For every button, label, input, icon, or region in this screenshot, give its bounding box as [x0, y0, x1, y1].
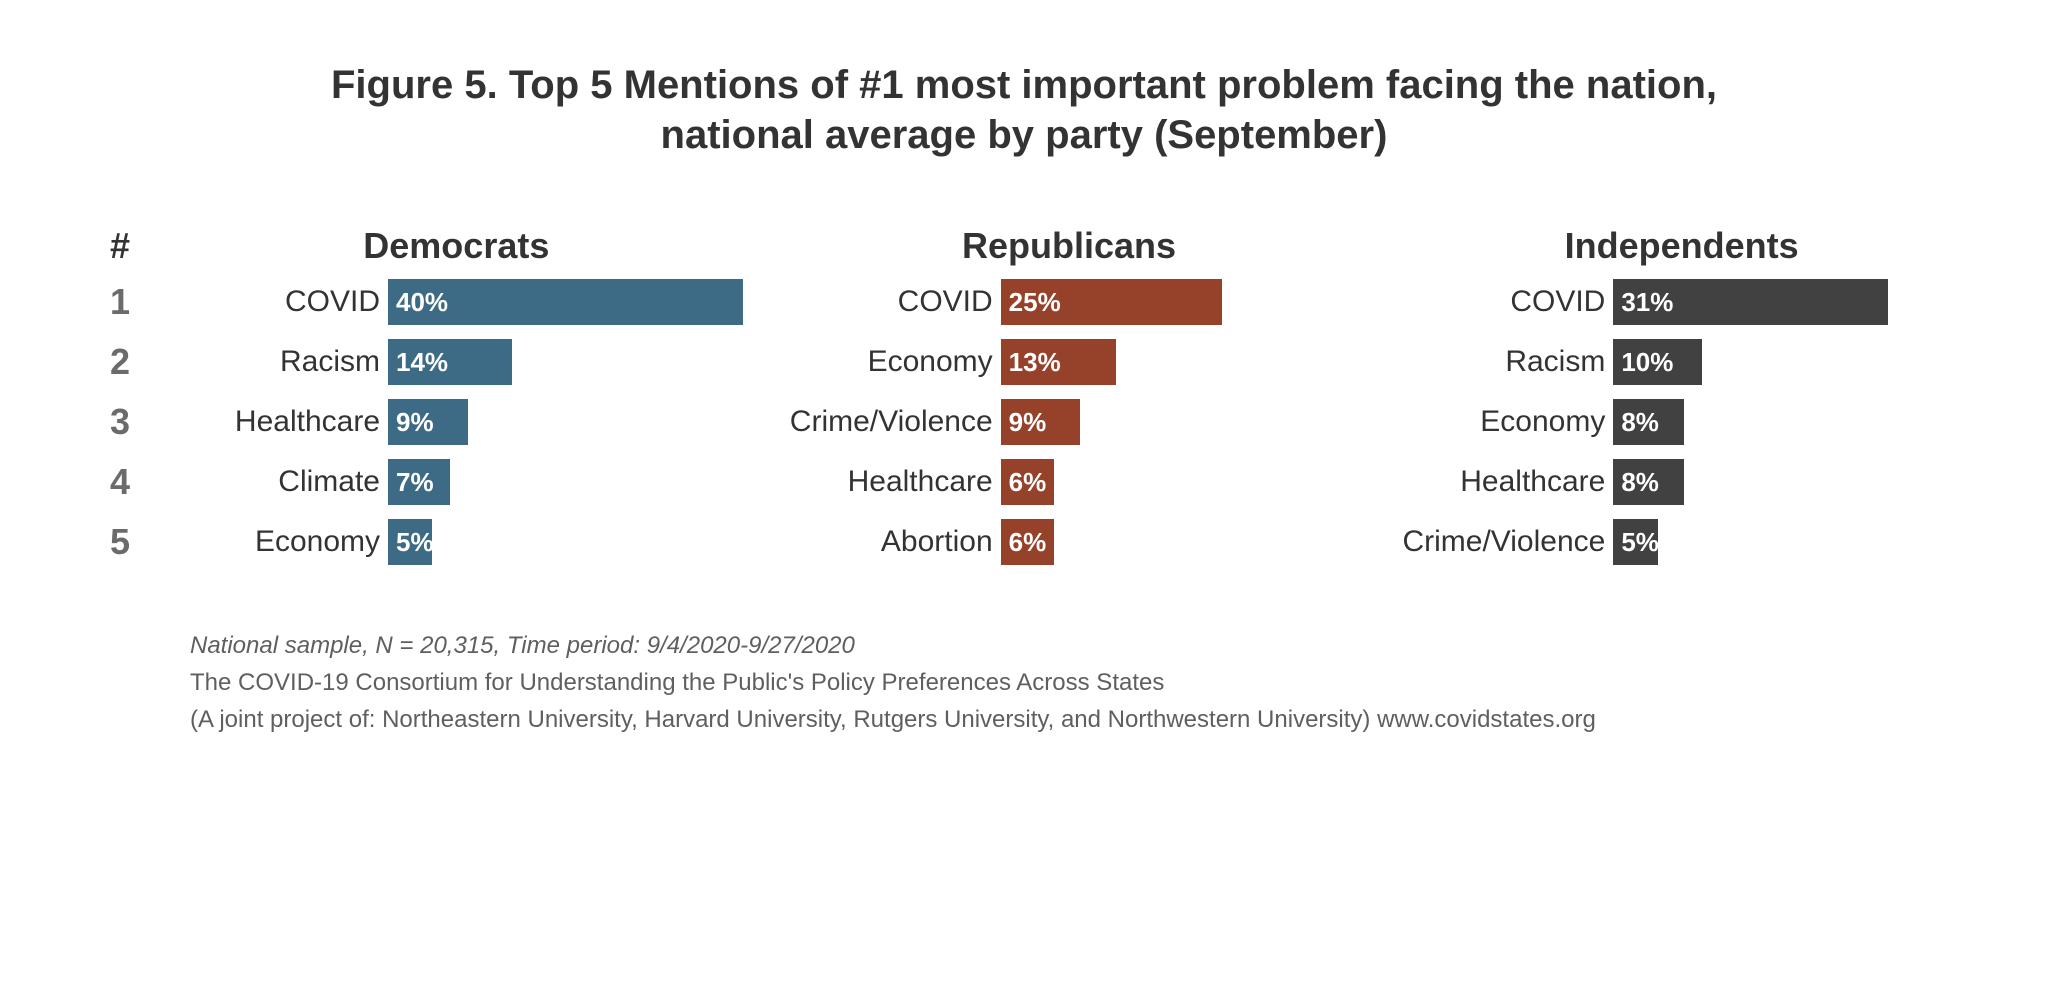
rank-1: 1: [110, 272, 170, 332]
bar-track: 9%: [388, 399, 743, 445]
bar-value-label: 14%: [388, 347, 448, 378]
row-label: Economy: [783, 345, 1001, 379]
panel-header: Independents: [1395, 220, 1968, 272]
bar-value-label: 31%: [1613, 287, 1673, 318]
row-label: Racism: [170, 345, 388, 379]
bar-value-label: 9%: [388, 407, 434, 438]
row-label: Economy: [170, 525, 388, 559]
footer-line-3: (A joint project of: Northeastern Univer…: [190, 701, 1968, 738]
bar-track: 10%: [1613, 339, 1968, 385]
chart-row: Crime/Violence5%: [1395, 512, 1968, 572]
bar-value-label: 6%: [1001, 467, 1047, 498]
bar-value-label: 40%: [388, 287, 448, 318]
row-label: COVID: [170, 285, 388, 319]
row-label: Crime/Violence: [783, 405, 1001, 439]
bar-value-label: 8%: [1613, 407, 1659, 438]
row-label: Abortion: [783, 525, 1001, 559]
bar: 9%: [1001, 399, 1081, 445]
chart-row: COVID40%: [170, 272, 743, 332]
bar: 14%: [388, 339, 512, 385]
bar-value-label: 8%: [1613, 467, 1659, 498]
chart-panel: RepublicansCOVID25%Economy13%Crime/Viole…: [783, 220, 1356, 572]
chart-row: Racism10%: [1395, 332, 1968, 392]
bar-track: 13%: [1001, 339, 1356, 385]
figure-container: Figure 5. Top 5 Mentions of #1 most impo…: [0, 0, 2048, 988]
chart-row: Abortion6%: [783, 512, 1356, 572]
row-label: Economy: [1395, 405, 1613, 439]
chart-title: Figure 5. Top 5 Mentions of #1 most impo…: [224, 60, 1824, 160]
chart-row: COVID31%: [1395, 272, 1968, 332]
rank-3: 3: [110, 392, 170, 452]
bar-value-label: 5%: [1613, 527, 1659, 558]
panel-header: Democrats: [170, 220, 743, 272]
bar: 8%: [1613, 459, 1684, 505]
chart-panels: DemocratsCOVID40%Racism14%Healthcare9%Cl…: [170, 220, 1968, 572]
row-label: Racism: [1395, 345, 1613, 379]
bar: 25%: [1001, 279, 1223, 325]
bar-track: 25%: [1001, 279, 1356, 325]
bar: 13%: [1001, 339, 1116, 385]
chart-row: Racism14%: [170, 332, 743, 392]
bar-track: 8%: [1613, 399, 1968, 445]
chart-row: Economy5%: [170, 512, 743, 572]
bar: 6%: [1001, 519, 1054, 565]
chart-row: Economy13%: [783, 332, 1356, 392]
bar-track: 31%: [1613, 279, 1968, 325]
bar-track: 9%: [1001, 399, 1356, 445]
rank-5: 5: [110, 512, 170, 572]
bar: 6%: [1001, 459, 1054, 505]
rank-2: 2: [110, 332, 170, 392]
chart-row: Healthcare6%: [783, 452, 1356, 512]
chart-row: Economy8%: [1395, 392, 1968, 452]
row-label: Healthcare: [783, 465, 1001, 499]
chart-panel: IndependentsCOVID31%Racism10%Economy8%He…: [1395, 220, 1968, 572]
chart-panel: DemocratsCOVID40%Racism14%Healthcare9%Cl…: [170, 220, 743, 572]
rank-column: # 1 2 3 4 5: [80, 220, 170, 572]
row-label: COVID: [783, 285, 1001, 319]
bar-track: 6%: [1001, 459, 1356, 505]
panel-header: Republicans: [783, 220, 1356, 272]
chart-area: # 1 2 3 4 5 DemocratsCOVID40%Racism14%He…: [80, 220, 1968, 572]
bar-track: 6%: [1001, 519, 1356, 565]
bar: 5%: [1613, 519, 1657, 565]
bar-value-label: 6%: [1001, 527, 1047, 558]
bar: 31%: [1613, 279, 1888, 325]
bar-track: 14%: [388, 339, 743, 385]
rank-4: 4: [110, 452, 170, 512]
bar-track: 5%: [1613, 519, 1968, 565]
bar: 9%: [388, 399, 468, 445]
row-label: Healthcare: [170, 405, 388, 439]
chart-title-line2: national average by party (September): [661, 113, 1388, 157]
row-label: Climate: [170, 465, 388, 499]
bar-value-label: 10%: [1613, 347, 1673, 378]
chart-row: Healthcare9%: [170, 392, 743, 452]
chart-row: COVID25%: [783, 272, 1356, 332]
chart-title-line1: Figure 5. Top 5 Mentions of #1 most impo…: [331, 63, 1717, 107]
bar-track: 5%: [388, 519, 743, 565]
bar: 10%: [1613, 339, 1702, 385]
chart-row: Climate7%: [170, 452, 743, 512]
chart-footer: National sample, N = 20,315, Time period…: [80, 627, 1968, 739]
bar-value-label: 25%: [1001, 287, 1061, 318]
chart-row: Healthcare8%: [1395, 452, 1968, 512]
bar-value-label: 13%: [1001, 347, 1061, 378]
bar-value-label: 9%: [1001, 407, 1047, 438]
footer-line-2: The COVID-19 Consortium for Understandin…: [190, 664, 1968, 701]
bar: 8%: [1613, 399, 1684, 445]
footer-sample-line: National sample, N = 20,315, Time period…: [190, 627, 1968, 664]
bar: 5%: [388, 519, 432, 565]
bar-track: 8%: [1613, 459, 1968, 505]
bar-track: 7%: [388, 459, 743, 505]
bar: 40%: [388, 279, 743, 325]
chart-row: Crime/Violence9%: [783, 392, 1356, 452]
bar: 7%: [388, 459, 450, 505]
bar-track: 40%: [388, 279, 743, 325]
bar-value-label: 7%: [388, 467, 434, 498]
rank-header: #: [110, 220, 170, 272]
row-label: Crime/Violence: [1395, 525, 1613, 559]
row-label: COVID: [1395, 285, 1613, 319]
bar-value-label: 5%: [388, 527, 434, 558]
row-label: Healthcare: [1395, 465, 1613, 499]
